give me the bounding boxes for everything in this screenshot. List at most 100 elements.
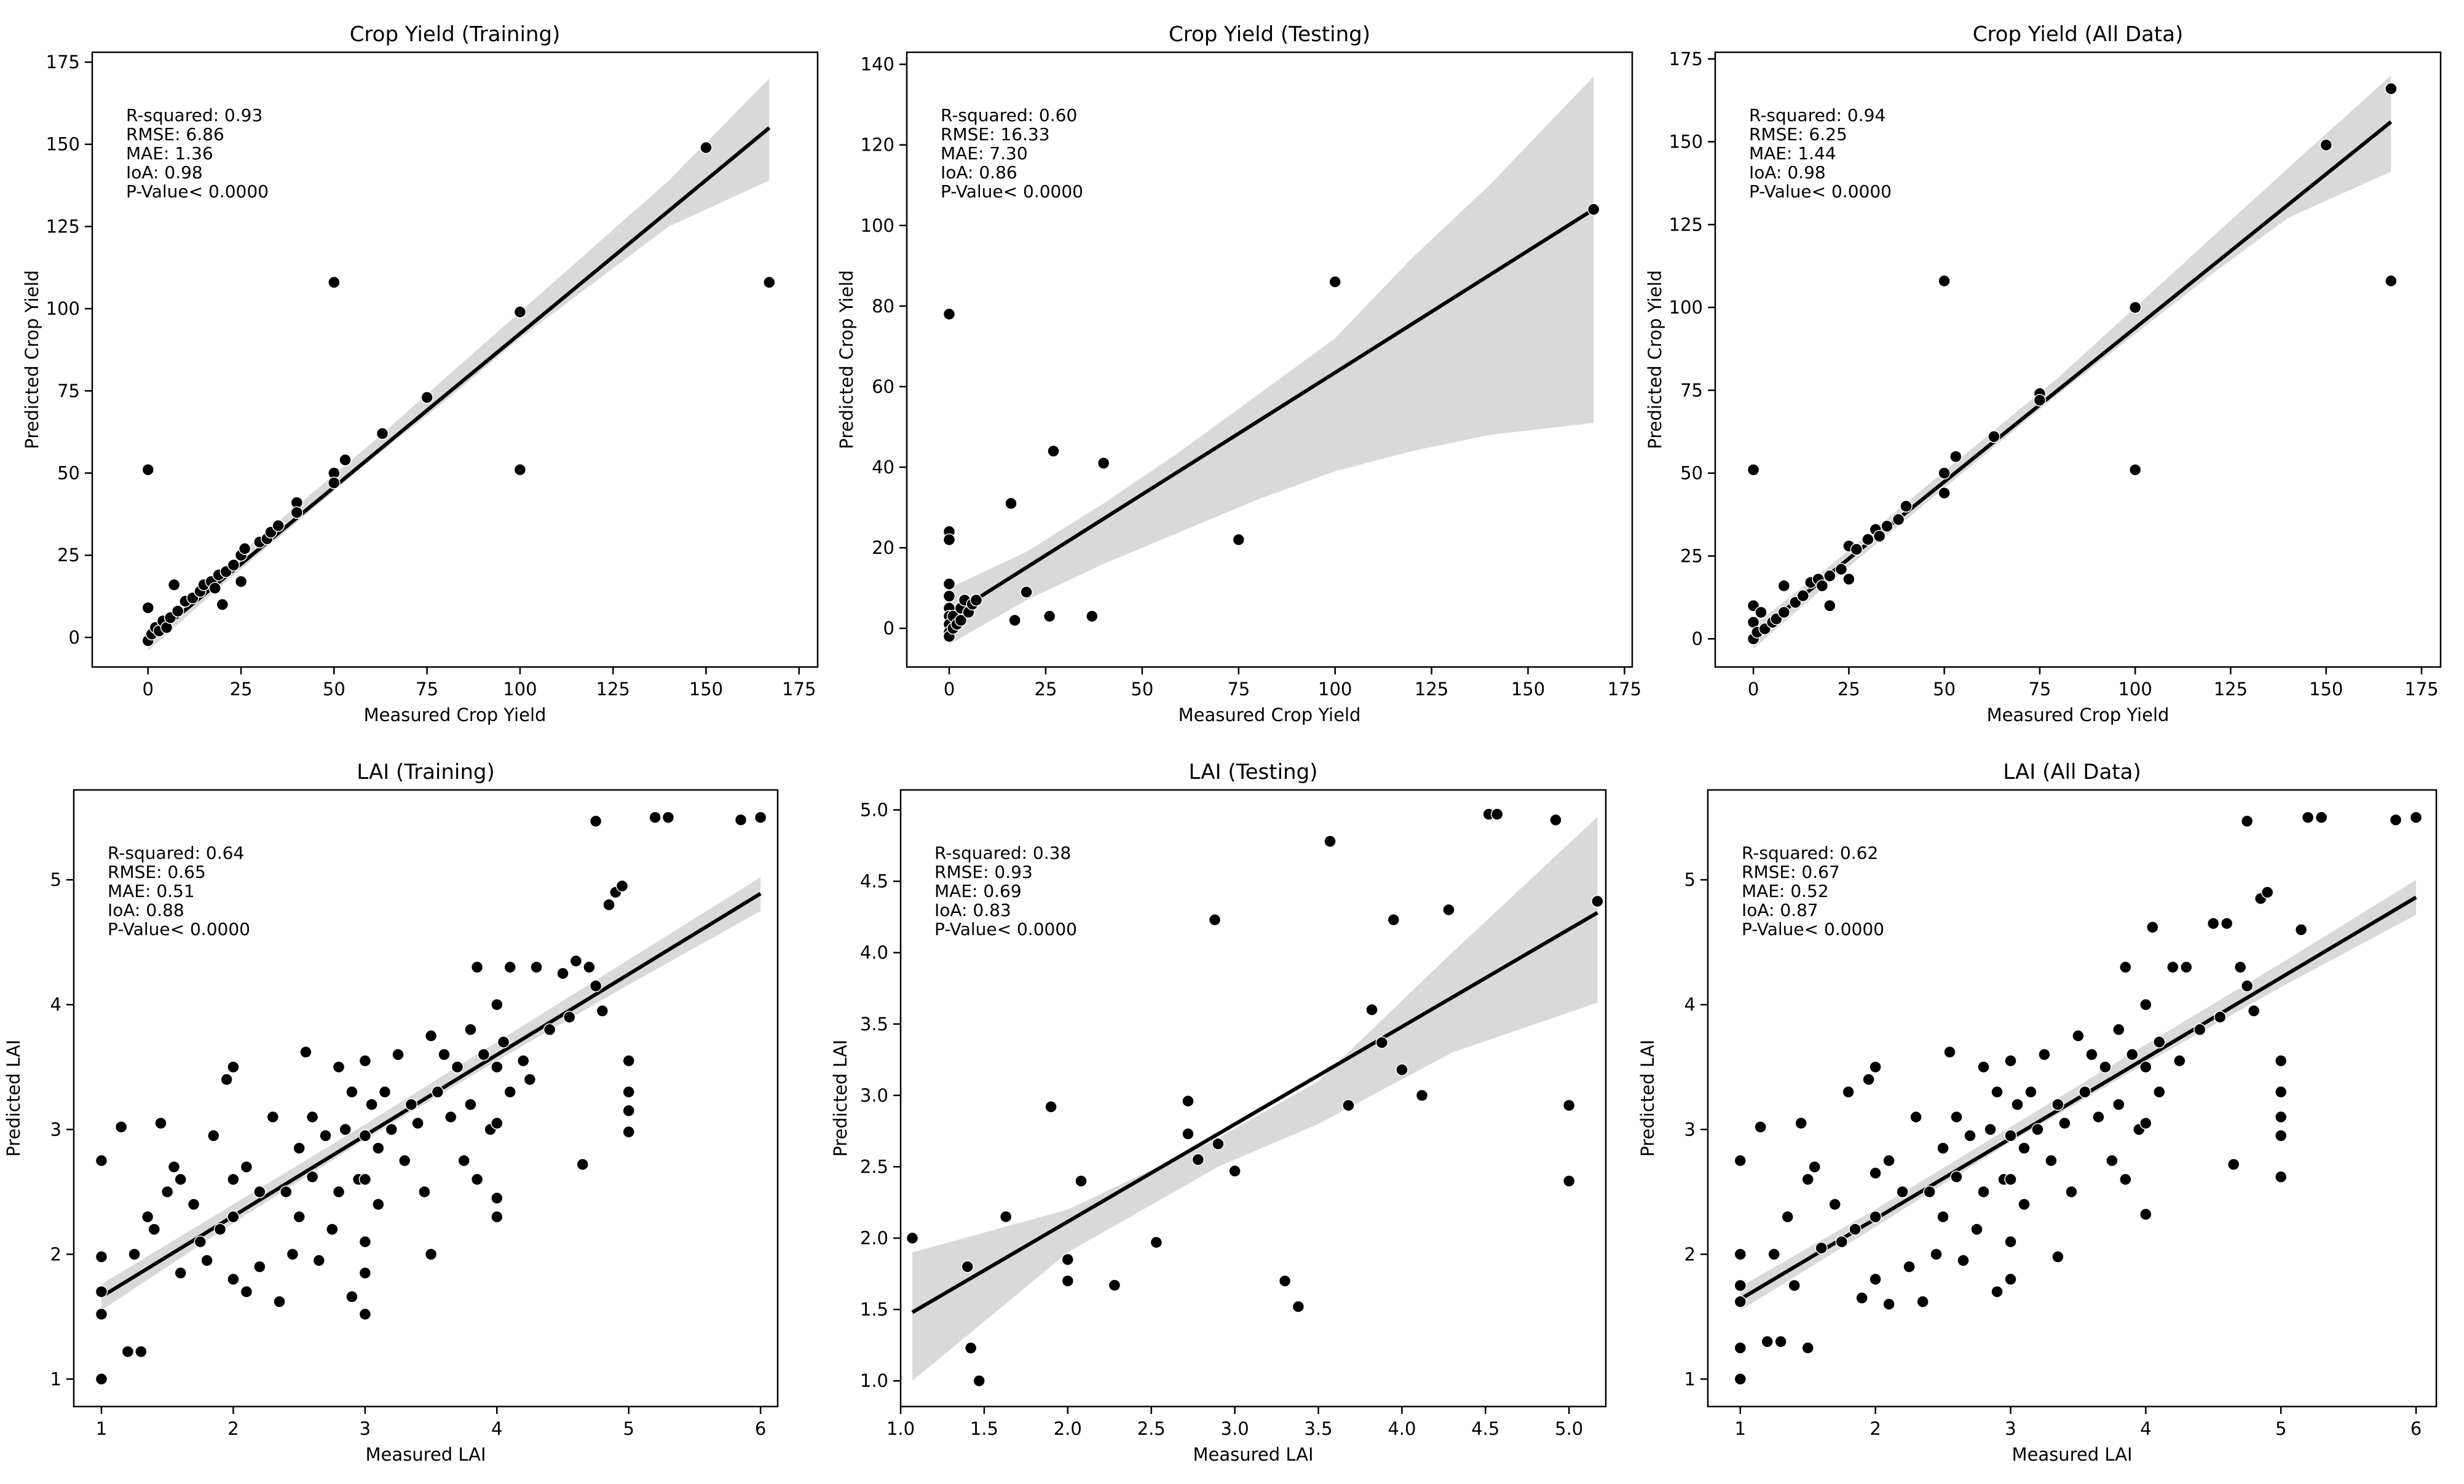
data-point-73 [464, 1098, 477, 1111]
data-point-46 [1984, 1123, 1997, 1136]
data-point-5 [999, 1210, 1013, 1223]
data-point-73 [2112, 1098, 2125, 1111]
stats-line-5: P-Value< 0.0000 [1749, 181, 1892, 202]
x-tick-label: 25 [230, 679, 253, 700]
data-point-40 [312, 1254, 326, 1267]
data-point-2 [961, 1260, 974, 1273]
data-point-70 [451, 1060, 464, 1073]
stats-line-2: RMSE: 0.93 [934, 862, 1033, 882]
data-point-36 [2128, 301, 2142, 314]
chart-panel-4: 1 2 3 4 5 6 1 2 3 4 5 LAI (Training) Measured LAI Pre… [3, 760, 779, 1465]
x-tick-label: 4.5 [1471, 1418, 1499, 1439]
data-point-52 [358, 1235, 372, 1249]
data-point-8 [1761, 1335, 1774, 1348]
data-point-15 [174, 1173, 187, 1186]
data-point-41 [1957, 1254, 1970, 1267]
x-tick-label: 0 [944, 679, 955, 700]
data-point-62 [2051, 1250, 2064, 1263]
data-point-33 [1916, 1295, 1929, 1308]
data-point-23 [1047, 444, 1060, 458]
data-point-13 [1182, 1094, 1194, 1108]
y-tick-label: 175 [1669, 49, 1703, 69]
data-point-94 [2240, 815, 2254, 828]
data-point-104 [2294, 923, 2308, 936]
data-point-32 [273, 1295, 286, 1308]
data-point-40 [763, 276, 776, 289]
chart-title: LAI (Testing) [1189, 760, 1318, 784]
y-tick-label: 1.0 [860, 1370, 888, 1391]
data-point-21 [1008, 614, 1021, 627]
data-point-102 [2274, 1129, 2288, 1142]
data-point-33 [1988, 430, 2000, 443]
data-point-47 [346, 1290, 358, 1303]
data-point-42 [1964, 1129, 1976, 1142]
data-point-90 [556, 967, 569, 980]
x-tick-label: 6 [755, 1418, 766, 1439]
data-point-14 [1191, 1153, 1205, 1166]
data-point-24 [227, 1173, 240, 1186]
stats-line-3: MAE: 7.30 [941, 143, 1028, 164]
data-point-37 [2128, 463, 2142, 476]
x-tick-label: 125 [596, 679, 630, 700]
stats-line-1: R-squared: 0.38 [934, 843, 1071, 863]
data-point-17 [1815, 1241, 1828, 1255]
data-point-44 [332, 1185, 346, 1199]
stats-line-1: R-squared: 0.62 [1742, 843, 1878, 863]
y-tick-label: 150 [46, 134, 80, 155]
data-point-25 [227, 1210, 240, 1223]
plot-frame [91, 51, 819, 668]
data-point-42 [326, 1223, 339, 1236]
data-point-6 [1044, 1100, 1057, 1113]
data-point-68 [2085, 1048, 2098, 1061]
data-point-13 [1795, 1116, 1807, 1130]
x-axis-label: Measured Crop Yield [1179, 705, 1361, 725]
x-tick-label: 0 [143, 679, 154, 700]
data-point-26 [1869, 1210, 1882, 1223]
data-point-9 [1774, 1335, 1787, 1348]
data-point-78 [491, 998, 503, 1011]
chart-title: Crop Yield (Testing) [1169, 22, 1370, 47]
data-point-89 [2206, 917, 2220, 930]
data-point-62 [405, 1098, 418, 1111]
data-point-33 [328, 476, 341, 489]
data-point-21 [213, 1223, 227, 1236]
confidence-band [912, 817, 1598, 1381]
data-point-99 [2274, 1054, 2288, 1067]
data-point-43 [332, 1060, 346, 1073]
data-point-60 [392, 1048, 405, 1061]
data-point-4 [1734, 1295, 1747, 1308]
data-point-11 [1781, 1210, 1794, 1223]
x-axis-label: Measured Crop Yield [364, 705, 547, 725]
data-point-4 [973, 1374, 985, 1387]
stats-line-1: R-squared: 0.60 [941, 105, 1077, 125]
data-point-18 [1828, 1198, 1841, 1211]
data-point-19 [1835, 1235, 1848, 1249]
data-point-51 [358, 1173, 372, 1186]
data-point-38 [2320, 138, 2332, 152]
data-point-82 [491, 1210, 503, 1223]
x-tick-label: 150 [689, 679, 723, 700]
x-tick-label: 75 [416, 679, 438, 700]
data-point-84 [503, 961, 516, 974]
data-point-21 [1842, 572, 1855, 586]
data-point-75 [470, 1173, 484, 1186]
data-point-23 [227, 1060, 240, 1073]
data-point-8 [1061, 1274, 1075, 1287]
regression-line [911, 911, 1598, 1314]
x-tick-label: 4 [491, 1418, 502, 1439]
data-point-56 [372, 1142, 385, 1154]
data-point-85 [503, 1086, 516, 1099]
data-point-95 [2240, 979, 2254, 993]
x-tick-label: 3.5 [1304, 1418, 1332, 1439]
chart-panel-3: 0 25 50 75 100 125 150 175 0 25 50 75 100 125 150 175 Cr… [1645, 22, 2442, 725]
data-point-16 [1212, 1137, 1225, 1151]
data-point-97 [596, 1004, 609, 1017]
x-tick-label: 2.0 [1054, 1418, 1082, 1439]
data-point-54 [2004, 1273, 2017, 1286]
chart-panel-5: 1.0 1.5 2.0 2.5 3.0 3.5 4.0 4.5 5.0 1.0 1.5 2.0 2.5 3… [830, 760, 1607, 1465]
data-point-39 [306, 1170, 319, 1183]
data-point-48 [1991, 1285, 2004, 1298]
stats-line-5: P-Value< 0.0000 [941, 181, 1083, 202]
data-point-37 [513, 306, 527, 318]
data-point-78 [2139, 998, 2152, 1011]
